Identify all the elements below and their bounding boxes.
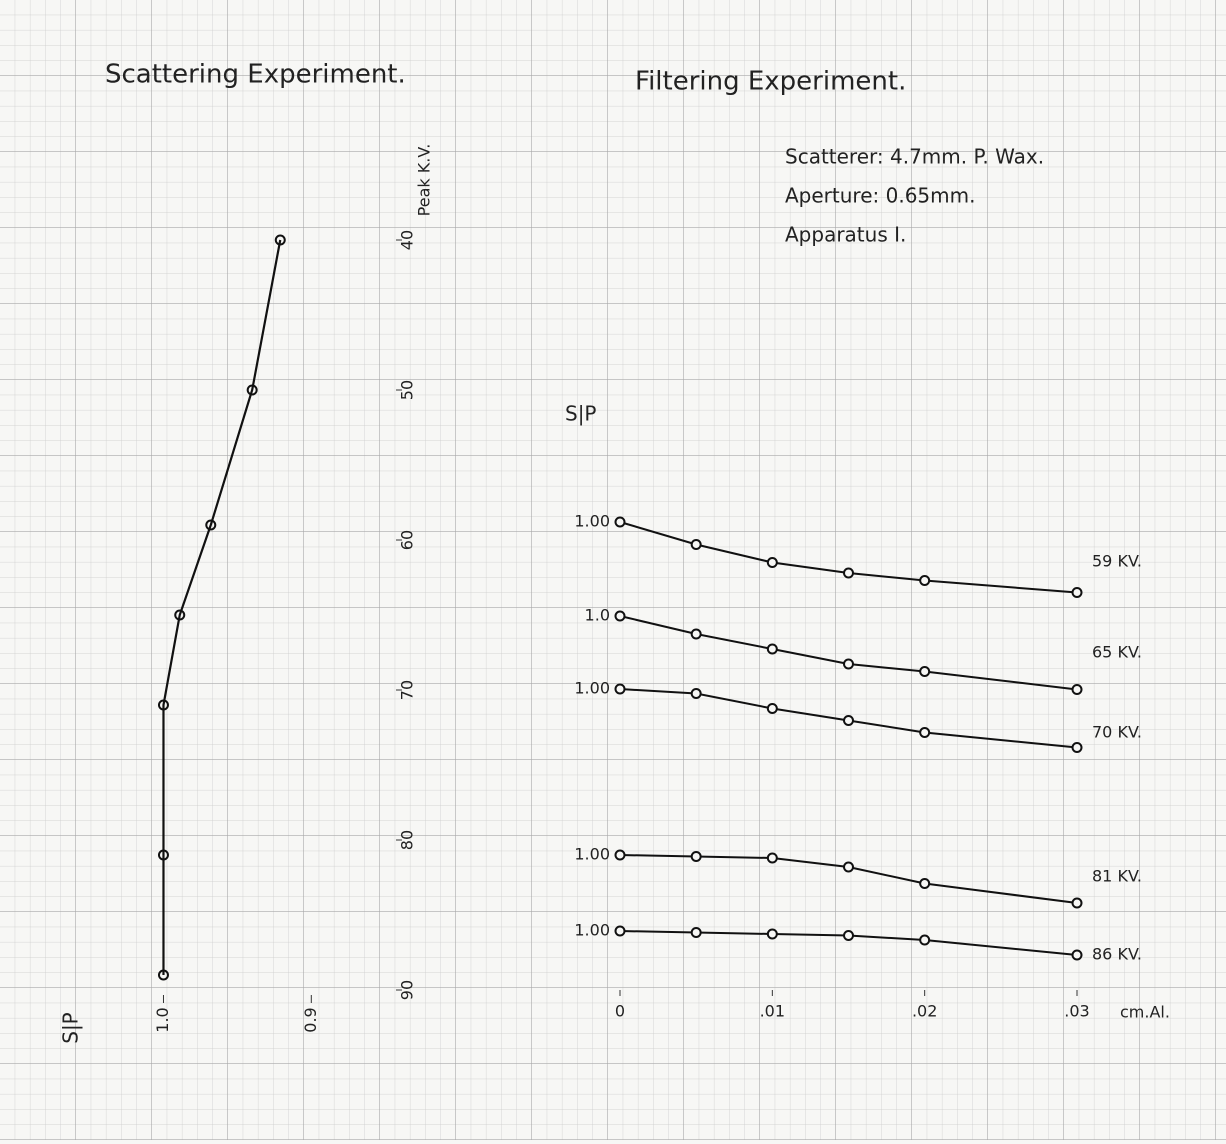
- data-point: [1071, 949, 1083, 961]
- data-point: [690, 539, 702, 550]
- data-point: [843, 658, 854, 670]
- start-label: 1.00: [574, 679, 610, 698]
- start-label: 1.00: [574, 845, 610, 864]
- x-tick-label: .02: [912, 1002, 937, 1021]
- data-point: [919, 727, 931, 738]
- data-line: [619, 930, 1078, 956]
- y-tick-label: 40: [398, 230, 417, 250]
- chart-title: Filtering Experiment.: [635, 67, 906, 97]
- data-point: [1071, 587, 1083, 598]
- data-point: [919, 934, 931, 946]
- start-label: 1.00: [574, 921, 610, 940]
- data-point: [246, 384, 258, 396]
- data-point: [205, 519, 217, 531]
- data-point: [919, 666, 931, 677]
- y-tick-label: 90: [398, 980, 417, 1000]
- data-point: [919, 575, 931, 586]
- annotation: Aperture: 0.65mm.: [785, 184, 975, 208]
- data-point: [843, 861, 854, 873]
- data-point: [157, 849, 169, 861]
- data-point: [614, 610, 626, 622]
- data-point: [690, 628, 702, 640]
- legend-label: 59 KV.: [1092, 552, 1142, 571]
- annotation: Apparatus I.: [785, 223, 906, 247]
- data-point: [157, 699, 169, 711]
- chart-title: Scattering Experiment.: [105, 60, 406, 90]
- data-line: [162, 239, 282, 975]
- data-line: [619, 688, 1078, 749]
- legend-label: 86 KV.: [1092, 945, 1142, 964]
- data-point: [843, 930, 854, 941]
- data-line: [619, 615, 1078, 691]
- data-line: [619, 854, 1078, 904]
- x-axis-label: cm.Al.: [1120, 1003, 1170, 1022]
- data-point: [766, 557, 778, 568]
- y-tick-label: 60: [398, 530, 417, 550]
- start-label: 1.0: [585, 606, 610, 625]
- y-axis-label: Peak K.V.: [415, 144, 434, 217]
- x-tick-label: .03: [1064, 1002, 1089, 1021]
- x-axis-label: S|P: [59, 1012, 83, 1044]
- legend-label: 70 KV.: [1092, 723, 1142, 742]
- data-point: [614, 925, 626, 937]
- data-point: [766, 703, 778, 714]
- data-point: [919, 878, 931, 889]
- data-point: [690, 927, 702, 938]
- data-point: [174, 609, 186, 621]
- data-line: [619, 521, 1078, 594]
- annotation: Scatterer: 4.7mm. P. Wax.: [785, 145, 1044, 169]
- data-point: [1071, 897, 1083, 909]
- y-tick-label: 50: [398, 380, 417, 400]
- data-point: [766, 643, 778, 655]
- data-point: [766, 852, 778, 864]
- data-point: [843, 715, 854, 726]
- y-axis-label: S|P: [565, 402, 597, 426]
- y-tick-label: 70: [398, 680, 417, 700]
- data-point: [843, 567, 854, 579]
- data-point: [766, 928, 778, 940]
- data-point: [274, 234, 286, 246]
- x-tick-label: 0.9: [301, 1007, 320, 1032]
- data-point: [614, 683, 626, 695]
- data-point: [157, 969, 169, 981]
- x-tick-label: 1.0: [153, 1007, 172, 1032]
- x-tick-label: 0: [615, 1002, 625, 1021]
- data-point: [1071, 742, 1083, 753]
- data-point: [614, 849, 626, 861]
- data-point: [690, 851, 702, 862]
- data-point: [690, 688, 702, 699]
- legend-label: 65 KV.: [1092, 643, 1142, 662]
- x-tick-label: .01: [760, 1002, 785, 1021]
- y-tick-label: 80: [398, 830, 417, 850]
- legend-label: 81 KV.: [1092, 867, 1142, 886]
- data-point: [614, 516, 626, 528]
- data-point: [1071, 684, 1083, 695]
- start-label: 1.00: [574, 512, 610, 531]
